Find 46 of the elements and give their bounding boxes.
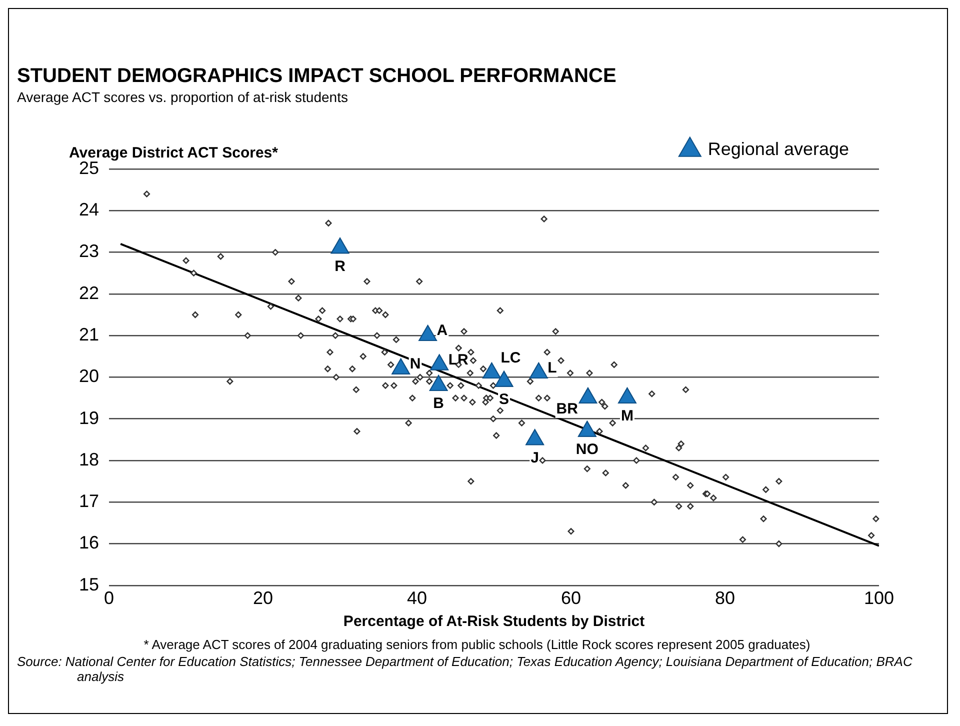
point [526, 429, 544, 446]
annotation: BR [556, 400, 578, 418]
x-tick-label: 20 [253, 588, 274, 608]
y-tick-label: 19 [78, 408, 100, 428]
y-tick-label: 16 [78, 532, 100, 553]
annotation: N [410, 356, 421, 373]
x-tick-label: 60 [560, 588, 582, 608]
y-tick-label: 15 [78, 574, 100, 594]
annotation: S [499, 391, 510, 408]
x-axis-title: Percentage of At-Risk Students by District [343, 613, 645, 630]
y-tick-label: 24 [78, 200, 100, 220]
annotation: LR [448, 351, 469, 368]
annotation: NO [576, 440, 599, 458]
y-tick-label: 17 [78, 491, 100, 512]
point [430, 354, 449, 370]
y-tick-label: 20 [78, 366, 100, 386]
chart-title: STUDENT DEMOGRAPHICS IMPACT SCHOOL PERFORMANCE [17, 65, 616, 88]
point [482, 362, 501, 379]
annotation: B [433, 395, 444, 412]
annotation: J [530, 449, 539, 466]
annotation: R [334, 258, 346, 275]
x-tick-label: 0 [104, 588, 114, 608]
point [494, 370, 514, 387]
y-tick-label: 23 [78, 241, 100, 262]
annotation: M [620, 408, 634, 425]
annotation: A [436, 322, 448, 340]
point [418, 325, 437, 342]
point [392, 358, 410, 374]
x-tick-label: 80 [714, 588, 736, 608]
annotation: LC [500, 350, 521, 367]
y-tick-label: 18 [78, 449, 100, 470]
point [429, 375, 448, 392]
text: * Average ACT scores of 2004 graduating seniors from public schools (Little Rock scores represent 2005 graduates) [142, 637, 812, 652]
chart-subtitle: Average ACT scores vs. proportion of at-risk students [17, 89, 348, 105]
point [530, 362, 548, 379]
source-note: Source: National Center for Education Statistics; Tennessee Department of Education; Texas Education Agency; Louisiana Department of Education; BRAC analysis [17, 654, 914, 684]
point [578, 420, 596, 437]
x-tick-label: 100 [864, 588, 894, 608]
point [618, 388, 636, 404]
point [330, 238, 350, 254]
y-tick-label: 22 [78, 282, 100, 303]
annotation: L [548, 360, 557, 377]
point [578, 388, 598, 404]
legend-label: Regional average [708, 138, 850, 159]
y-tick-label: 21 [78, 324, 100, 345]
x-tick-label: 40 [406, 588, 428, 608]
